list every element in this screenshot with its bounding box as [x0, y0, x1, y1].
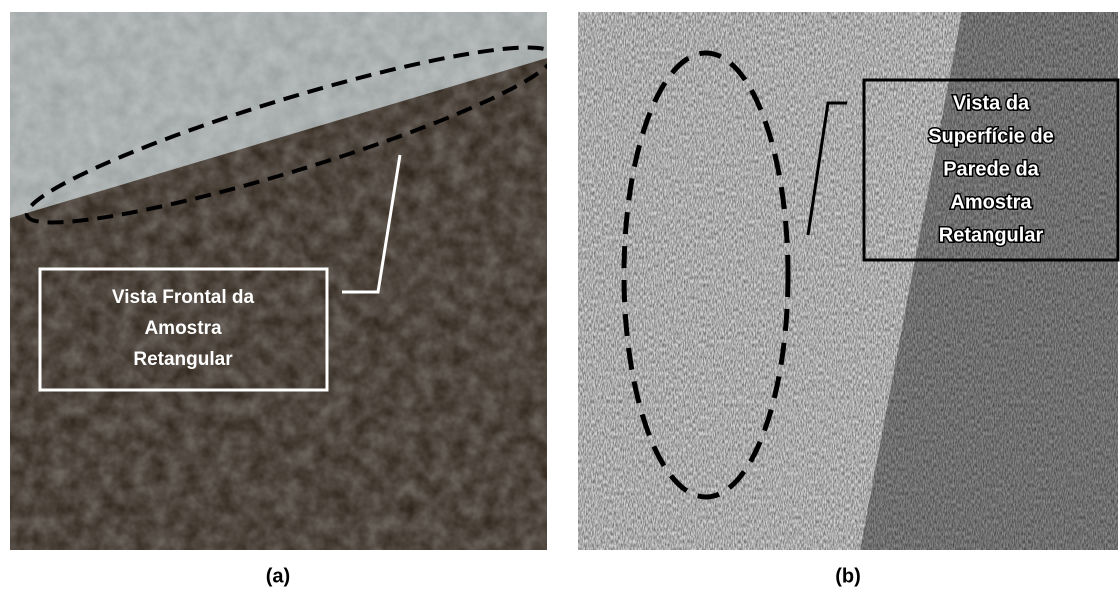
label-a: Retangular: [133, 349, 233, 370]
caption-a: (a): [266, 565, 290, 587]
label-b: Amostra: [950, 191, 1032, 213]
figure: Vista Frontal da Amostra Retangular (a) …: [0, 0, 1120, 593]
photo-a: [10, 12, 564, 550]
label-b: Retangular: [939, 224, 1044, 246]
photo-b: [578, 12, 1118, 550]
label-b: Vista da: [953, 92, 1030, 114]
caption-b: (b): [835, 565, 861, 587]
label-b: Parede da: [943, 158, 1039, 180]
label-b: Superfície de: [928, 125, 1054, 147]
label-a: Amostra: [144, 318, 222, 339]
label-a: Vista Frontal da: [112, 287, 255, 308]
